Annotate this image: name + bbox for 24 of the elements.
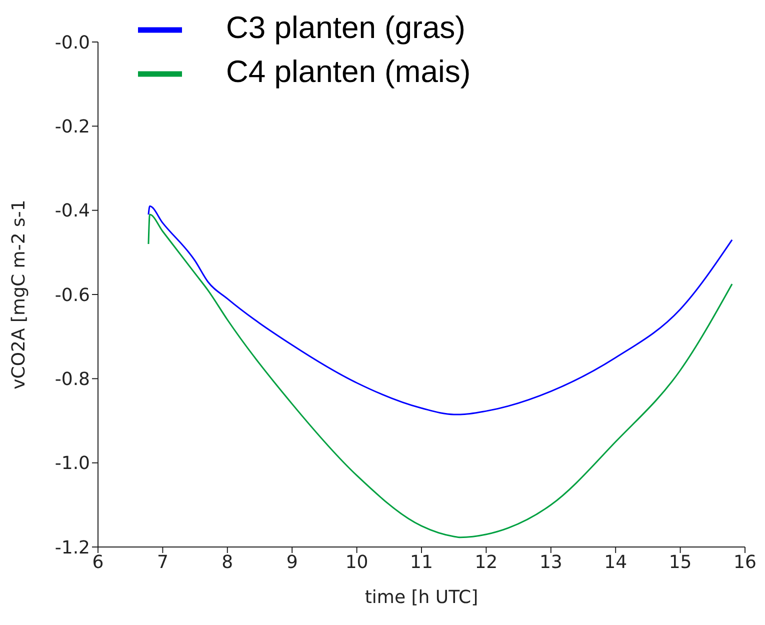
y-tick-label: -1.0 [54,453,90,474]
x-tick-label: 16 [734,552,756,573]
x-tick-label: 15 [668,552,692,573]
x-tick-label: 7 [156,552,168,573]
legend-label: C4 planten (mais) [226,54,471,90]
x-tick-label: 8 [222,552,234,573]
y-tick-label: -0.2 [54,116,90,138]
x-tick-label: 13 [539,552,562,573]
legend-label: C3 planten (gras) [226,10,466,46]
x-tick-label: 12 [474,552,498,573]
y-axis-title: vCO2A [mgC m-2 s-1 [8,200,30,390]
x-tick-label: 14 [604,552,628,573]
x-axis-title: time [h UTC] [364,587,478,608]
y-tick-label: -0.6 [54,284,90,306]
x-tick-label: 9 [286,552,298,573]
x-tick-label: 11 [410,552,433,573]
y-tick-label: -1.2 [54,537,90,558]
y-tick-label: -0.4 [54,200,90,222]
x-tick-label: 10 [345,552,368,573]
line-series [148,214,733,538]
line-series [148,205,733,416]
y-tick-label: -0.0 [54,32,90,54]
x-tick-label: 6 [92,552,104,573]
y-tick-label: -0.8 [54,369,90,390]
